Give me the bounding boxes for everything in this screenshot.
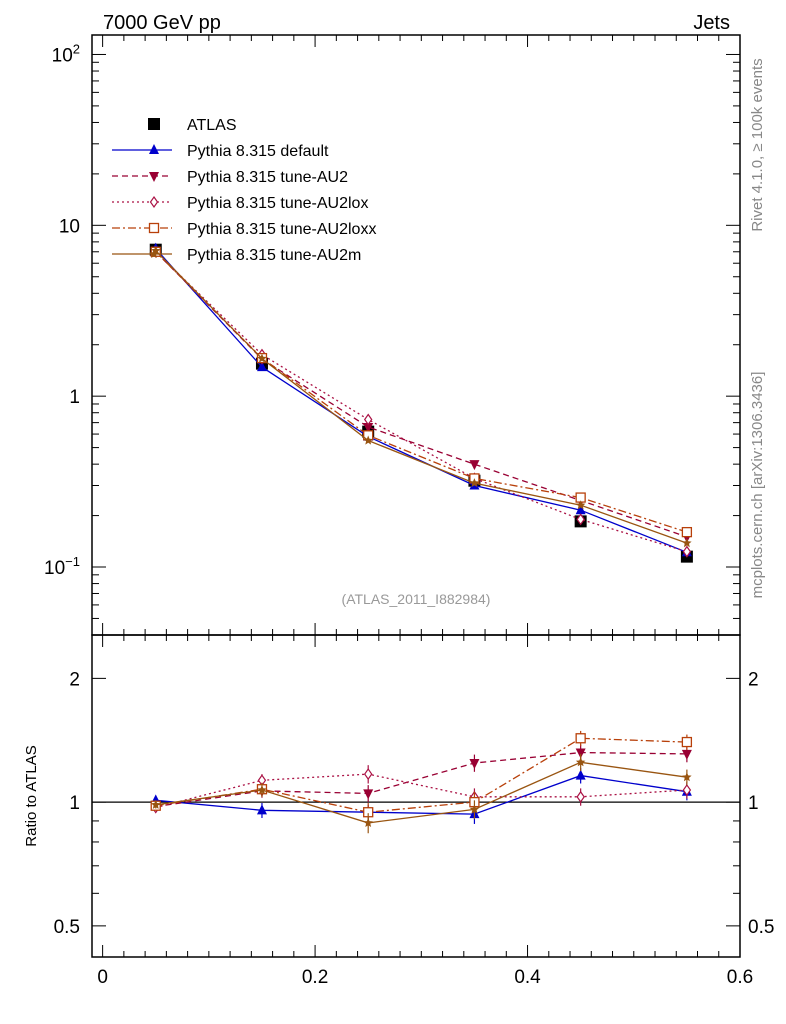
series-line-au2loxx xyxy=(155,251,688,533)
ratio-point-au2 xyxy=(575,748,586,759)
point-au2lox xyxy=(682,545,692,558)
point-default xyxy=(256,361,267,372)
legend-marker-au2m xyxy=(149,249,159,258)
legend-label-atlas: ATLAS xyxy=(187,117,237,134)
series-line-au2lox xyxy=(155,251,688,553)
ratio-xtick-label: 0.6 xyxy=(727,967,753,988)
ratio-point-au2m xyxy=(257,785,267,795)
analysis-label: (ATLAS_2011_I882984) xyxy=(342,591,491,607)
legend-marker-atlas xyxy=(148,118,160,130)
ratio-ytick-label-left: 2 xyxy=(69,669,80,690)
ratio-ytick-label-left: 0.5 xyxy=(54,917,80,938)
point-au2loxx xyxy=(681,526,693,538)
ratio-point-au2loxx xyxy=(575,733,586,744)
ratio-point-au2m xyxy=(151,799,161,809)
legend-marker-au2 xyxy=(149,172,159,182)
ratio-point-au2m xyxy=(575,757,586,767)
ratio-point-au2lox xyxy=(363,768,373,781)
point-au2lox xyxy=(363,413,373,426)
ratio-line-au2lox xyxy=(155,773,687,809)
ratio-xtick-label: 0.4 xyxy=(514,967,541,988)
ratio-ytick-label-left: 1 xyxy=(69,793,80,814)
ratio-point-au2lox xyxy=(576,790,585,803)
mcplots-label: mcplots.cern.ch [arXiv:1306.3436] xyxy=(749,372,766,599)
main-ytick-label: 102 xyxy=(52,41,80,66)
ratio-point-au2lox xyxy=(682,783,692,797)
legend-marker-au2lox xyxy=(149,195,159,209)
legend-marker-au2loxx xyxy=(148,222,160,234)
header-right: Jets xyxy=(693,12,730,34)
header-left: 7000 GeV pp xyxy=(103,12,221,34)
main-ytick-label: 1 xyxy=(69,387,80,408)
series-line-default xyxy=(155,248,688,553)
rivet-label: Rivet 4.1.0, ≥ 100k events xyxy=(749,58,766,231)
ratio-plot-frame xyxy=(91,634,741,958)
series-line-au2m xyxy=(155,250,688,544)
legend-label-default: Pythia 8.315 default xyxy=(187,143,329,160)
ratio-ytick-label-right: 2 xyxy=(748,669,759,690)
main-ytick-label: 10 xyxy=(59,216,80,237)
main-plot-panel: 10−1 1 10 102 (ATLAS_2011_I882984) ATLAS Pyt… xyxy=(44,34,741,636)
legend: ATLAS Pythia 8.315 default Pythia 8.315 tu… xyxy=(112,117,376,264)
ratio-point-au2 xyxy=(469,759,480,770)
point-au2m xyxy=(257,353,267,363)
ratio-point-default xyxy=(256,804,267,815)
point-au2 xyxy=(469,460,480,471)
ratio-point-au2 xyxy=(363,789,374,800)
ratio-xtick-label: 0 xyxy=(97,967,108,988)
ratio-line-au2loxx xyxy=(155,737,687,813)
ratio-point-au2m xyxy=(682,772,692,782)
ratio-ytick-label-right: 1 xyxy=(748,793,759,814)
ratio-xtick-label: 0.2 xyxy=(302,967,328,988)
ratio-point-default xyxy=(575,769,586,780)
ratio-plot-panel: 0.5 0.5 1 1 2 2 0 0.2 0.4 0.6 Ratio to ATLAS xyxy=(23,634,774,988)
ratio-point-au2m xyxy=(363,817,373,827)
point-au2m xyxy=(363,435,373,445)
point-au2m xyxy=(575,500,586,510)
ratio-ytick-label-right: 0.5 xyxy=(748,917,774,938)
point-au2lox xyxy=(576,513,585,526)
point-au2m xyxy=(682,538,692,548)
ratio-line-au2m xyxy=(155,761,687,824)
main-ytick-label: 10−1 xyxy=(44,554,80,579)
point-default xyxy=(575,504,586,515)
point-au2m xyxy=(469,478,480,488)
ratio-line-default xyxy=(155,774,687,815)
legend-marker-default xyxy=(149,144,159,154)
legend-label-au2loxx: Pythia 8.315 tune-AU2loxx xyxy=(187,221,376,238)
point-au2 xyxy=(363,422,374,433)
legend-label-au2: Pythia 8.315 tune-AU2 xyxy=(187,169,348,186)
ratio-point-au2m xyxy=(469,804,480,814)
ratio-point-au2 xyxy=(681,749,692,760)
legend-label-au2lox: Pythia 8.315 tune-AU2lox xyxy=(187,195,368,212)
legend-label-au2m: Pythia 8.315 tune-AU2m xyxy=(187,247,361,264)
ratio-point-au2loxx xyxy=(681,736,693,748)
ratio-ylabel: Ratio to ATLAS xyxy=(23,745,40,846)
